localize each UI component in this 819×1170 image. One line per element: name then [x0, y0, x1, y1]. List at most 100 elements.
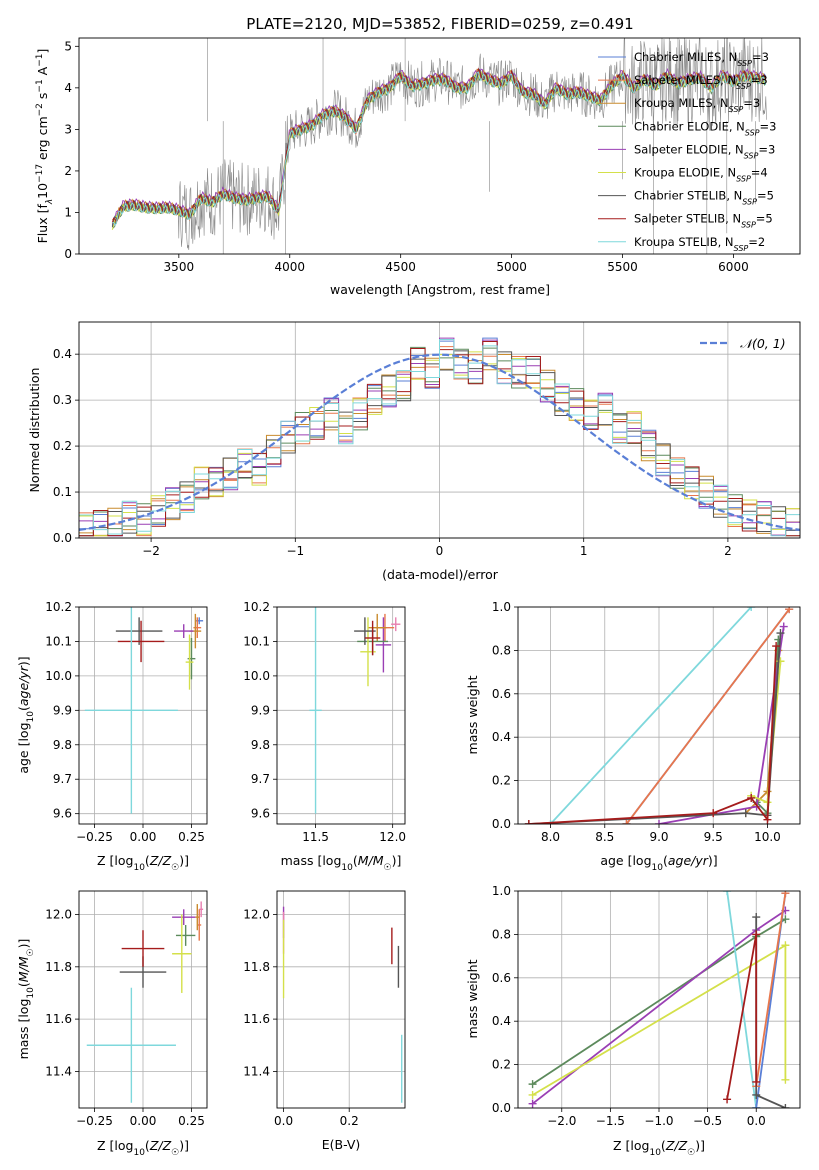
y-tick-label: 4 — [64, 81, 72, 95]
label-part: Z/Z — [149, 853, 172, 868]
label-part: ☉ — [171, 863, 179, 873]
label-part: SSP — [742, 197, 757, 206]
label-part: M/M — [358, 853, 384, 868]
x-axis-label: wavelength [Angstrom, rest frame] — [330, 282, 550, 297]
y-tick-label: 11.6 — [243, 1012, 270, 1026]
y-tick-label: 10.2 — [243, 600, 270, 614]
model-spectrum-6 — [111, 68, 767, 228]
label-part: −2 — [35, 103, 45, 116]
errorbar-point — [364, 620, 381, 656]
plus-marker — [781, 1075, 790, 1084]
plus-marker — [772, 642, 781, 651]
y-tick-label: 9.9 — [53, 703, 72, 717]
axes-frame — [517, 606, 801, 825]
label-part: −1 — [35, 79, 45, 92]
plot-area — [524, 607, 794, 824]
label-part: ( — [145, 853, 150, 868]
x-tick-label: 4500 — [385, 260, 416, 274]
label-part: )] — [392, 853, 402, 868]
axes-7: −2.0 −1.5 −1.0 −0.5 0.0 0.0 0.2 0.4 0.6 0.8 1.0 Z [… — [465, 884, 801, 1158]
y-tick-label: 9.6 — [53, 807, 72, 821]
x-tick-label: 1 — [580, 544, 588, 558]
axes-frame — [276, 890, 406, 1109]
label-part: Chabrier STELIB, N — [634, 189, 742, 203]
plus-marker — [781, 941, 790, 950]
errorbar-point — [175, 924, 196, 946]
errorbar-point — [195, 617, 204, 625]
label-part: mass [log — [16, 999, 31, 1060]
label-part: SSP — [734, 243, 749, 252]
axes-frame — [276, 606, 406, 825]
legend-label: Salpeter ELODIE, NSSP=3 — [634, 142, 775, 160]
y-tick-label: 0.3 — [53, 393, 72, 407]
axes-3: 11.5 12.0 9.6 9.7 9.8 9.9 10.0 10.1 10.2 mass [lo… — [243, 600, 406, 873]
label-part: 10 — [35, 183, 50, 199]
observed-spectrum — [112, 38, 767, 250]
y-tick-label: 11.4 — [45, 1064, 72, 1078]
x-tick-label: 5500 — [607, 260, 638, 274]
y-tick-label: 0.0 — [492, 817, 511, 831]
y-axis-label: mass weight — [465, 959, 480, 1038]
label-part: erg cm — [35, 116, 50, 164]
label-part: )] — [179, 1138, 189, 1153]
plus-marker — [752, 913, 761, 922]
y-axis-label: Normed distribution — [27, 368, 42, 493]
label-part: ( — [145, 1138, 150, 1153]
errorbar-point — [195, 904, 200, 931]
label-part: =3 — [743, 96, 760, 110]
x-axis-label: (data-model)/error — [382, 567, 499, 582]
x-tick-label: −0.25 — [76, 830, 113, 844]
plus-marker — [747, 793, 756, 802]
label-part: SSP — [736, 82, 751, 91]
axes-2: −0.25 0.00 0.25 9.6 9.7 9.8 9.9 10.0 10.1 10.2 Z [… — [16, 600, 208, 873]
label-part: )] — [708, 853, 718, 868]
errorbar-point — [187, 638, 196, 680]
x-tick-label: 10.0 — [754, 830, 781, 844]
weight-line-7 — [528, 632, 782, 824]
plot-area — [111, 38, 767, 254]
x-tick-label: 8.0 — [541, 830, 560, 844]
y-tick-label: 1 — [64, 205, 72, 219]
label-part: Z/Z — [665, 1138, 688, 1153]
label-part: Salpeter STELIB, N — [634, 212, 741, 226]
label-part: 10 — [133, 863, 145, 873]
plus-marker — [741, 809, 750, 818]
label-part: M/M — [16, 956, 31, 982]
y-tick-label: 0.6 — [492, 687, 511, 701]
weight-line-8 — [528, 646, 777, 824]
x-tick-label: 5000 — [496, 260, 527, 274]
label-part: Kroupa STELIB, N — [634, 235, 734, 249]
x-tick-label: −2.0 — [547, 1114, 576, 1128]
label-part: ☉ — [384, 863, 392, 873]
weight-line-5 — [755, 893, 787, 1087]
plot-area — [79, 337, 800, 537]
x-axis-label: E(B-V) — [322, 1137, 361, 1152]
x-tick-label: 9.5 — [704, 830, 723, 844]
label-part: ( — [16, 706, 31, 711]
label-part: −17 — [35, 164, 45, 183]
label-part: Flux [f — [35, 204, 50, 244]
plus-marker — [763, 815, 772, 824]
y-tick-label: 0.1 — [53, 485, 72, 499]
axes-4: 8.0 8.5 9.0 9.5 10.0 0.0 0.2 0.4 0.6 0.8 1.0 age [l… — [465, 600, 801, 873]
x-tick-label: 8.5 — [595, 830, 614, 844]
legend-label: Chabrier STELIB, NSSP=5 — [634, 189, 774, 207]
plus-marker — [752, 1104, 761, 1108]
x-tick-label: 0.25 — [178, 1114, 205, 1128]
label-part: SSP — [745, 128, 760, 137]
x-axis-label: Z [log10(Z/Z☉)] — [97, 853, 189, 873]
x-tick-label: 0 — [436, 544, 444, 558]
y-tick-label: 0.4 — [492, 730, 511, 744]
y-axis-label: Flux [fλ10−17 erg cm−2 s−1 A−1] — [35, 49, 55, 244]
x-tick-label: 11.5 — [302, 830, 329, 844]
y-tick-label: 9.7 — [53, 772, 72, 786]
histogram-8 — [79, 338, 800, 537]
x-tick-label: 0.00 — [130, 830, 157, 844]
model-spectrum-8 — [112, 71, 767, 226]
label-part: ( — [661, 1138, 666, 1153]
plot-area — [84, 607, 204, 814]
label-part: −1 — [35, 54, 45, 67]
label-part: 10 — [26, 987, 36, 999]
legend-label: Kroupa MILES, NSSP=3 — [634, 96, 760, 114]
weight-line-2 — [625, 608, 790, 824]
